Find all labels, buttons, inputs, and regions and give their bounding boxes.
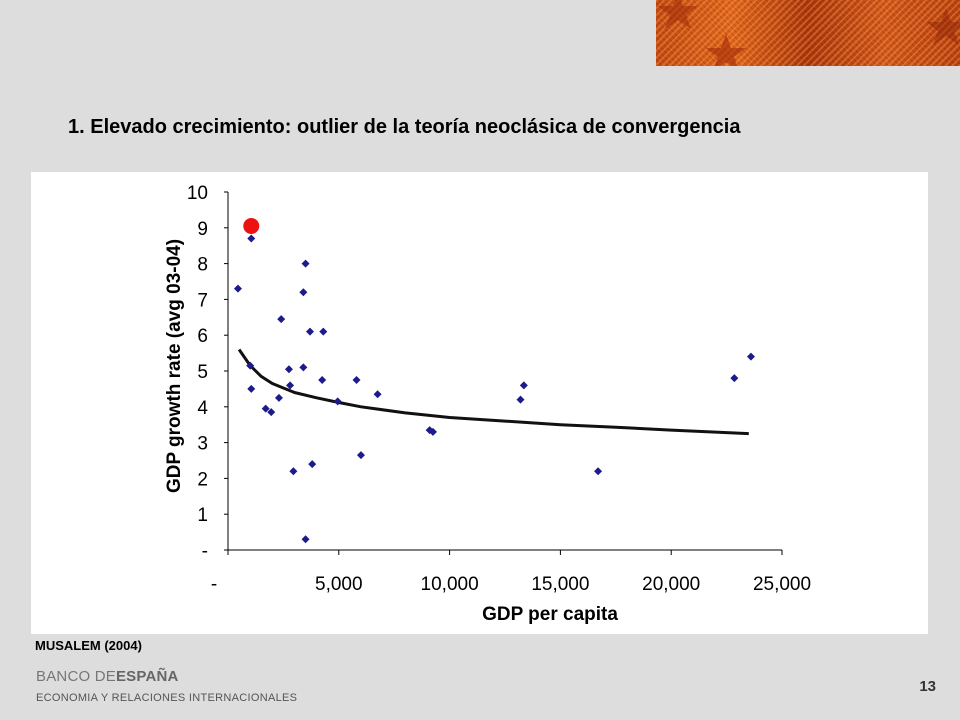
x-tick-label: 5,000: [315, 574, 363, 595]
data-point: [246, 361, 255, 370]
data-point: [428, 427, 437, 436]
data-point: [233, 284, 242, 293]
scatter-chart: - 1 2 3 4 5 6 7 8 9 10 - 5,000 10,000 15,000 20,000 25,0…: [164, 183, 811, 625]
data-point: [730, 374, 739, 383]
trend-line: [237, 348, 749, 436]
data-point: [247, 234, 256, 243]
slide-title: 1. Elevado crecimiento: outlier de la te…: [68, 116, 741, 138]
data-point: [305, 327, 314, 336]
y-tick-label: 8: [197, 255, 208, 276]
x-tick-label: 20,000: [642, 574, 700, 595]
x-tick-label: 15,000: [531, 574, 589, 595]
data-point: [274, 393, 283, 402]
data-point: [356, 451, 365, 460]
data-point: [247, 384, 256, 393]
y-tick-label: 3: [197, 434, 208, 455]
banner-stars-graphic: [658, 0, 960, 66]
data-point: [284, 365, 293, 374]
y-tick-label: 10: [187, 183, 208, 204]
data-point: [333, 397, 342, 406]
chart-panel: - 1 2 3 4 5 6 7 8 9 10 - 5,000 10,000 15,000 20,000 25,0…: [31, 172, 928, 634]
data-point: [352, 375, 361, 384]
logo-text-part1: BANCO DE: [36, 668, 116, 685]
data-point: [299, 363, 308, 372]
data-point: [261, 404, 270, 413]
bank-logo: BANCO DEESPAÑA: [36, 668, 179, 685]
data-point: [267, 408, 276, 417]
y-tick-label: 2: [197, 469, 208, 490]
y-tick-label: -: [202, 541, 208, 562]
data-point: [373, 390, 382, 399]
data-point: [318, 375, 327, 384]
y-axis-title: GDP growth rate (avg 03-04): [164, 239, 185, 493]
data-point: [594, 467, 603, 476]
y-tick-label: 4: [197, 398, 208, 419]
highlight-point: [243, 218, 260, 235]
y-tick-label: 5: [197, 362, 208, 383]
data-point: [277, 315, 286, 324]
y-tick-label: 7: [197, 290, 208, 311]
y-tick-label: 9: [197, 219, 208, 240]
data-point: [516, 395, 525, 404]
data-point: [319, 327, 328, 336]
data-point: [299, 288, 308, 297]
data-point: [519, 381, 528, 390]
x-tick-label: 10,000: [421, 574, 479, 595]
data-point: [301, 259, 310, 268]
department-label: ECONOMIA Y RELACIONES INTERNACIONALES: [36, 692, 298, 704]
data-point: [289, 467, 298, 476]
data-point: [286, 381, 295, 390]
page-number: 13: [919, 678, 936, 695]
x-tick-label: 25,000: [753, 574, 811, 595]
y-tick-label: 6: [197, 326, 208, 347]
data-point: [746, 352, 755, 361]
y-tick-label: 1: [197, 505, 208, 526]
data-point: [308, 460, 317, 469]
x-axis-title: GDP per capita: [482, 604, 618, 625]
logo-text-part2: ESPAÑA: [115, 668, 179, 685]
source-label: MUSALEM (2004): [35, 638, 142, 653]
data-point: [301, 535, 310, 544]
header-banner: [656, 0, 960, 66]
x-tick-label: -: [211, 574, 217, 595]
